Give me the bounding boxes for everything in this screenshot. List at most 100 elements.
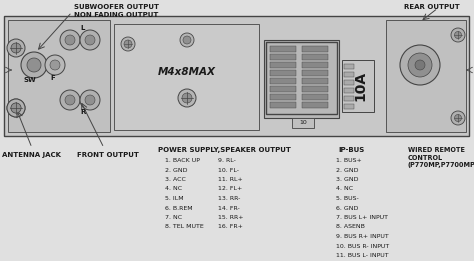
Circle shape: [80, 30, 100, 50]
Text: 7. NC: 7. NC: [165, 215, 182, 220]
Bar: [344, 80, 354, 85]
Text: 3. ACC: 3. ACC: [165, 177, 186, 182]
Bar: [302, 78, 328, 84]
Text: WIRED REMOTE
CONTROL
(P770MP,P7700MP): WIRED REMOTE CONTROL (P770MP,P7700MP): [408, 147, 474, 168]
Circle shape: [11, 103, 21, 113]
Bar: [264, 40, 339, 118]
Text: REAR OUTPUT: REAR OUTPUT: [404, 4, 460, 10]
Circle shape: [400, 45, 440, 85]
Circle shape: [124, 40, 132, 48]
Bar: [302, 86, 328, 92]
Text: POWER SUPPLY,SPEAKER OUTPUT: POWER SUPPLY,SPEAKER OUTPUT: [157, 147, 291, 153]
Bar: [270, 54, 296, 60]
Circle shape: [7, 39, 25, 57]
Text: 15. RR+: 15. RR+: [218, 215, 244, 220]
Text: 1. BUS+: 1. BUS+: [336, 158, 362, 163]
Bar: [270, 86, 296, 92]
Circle shape: [182, 93, 192, 103]
Bar: [292, 118, 314, 128]
Text: 2. GND: 2. GND: [336, 168, 358, 173]
Bar: [302, 62, 328, 68]
Text: 4. NC: 4. NC: [336, 187, 353, 192]
Text: 10A: 10A: [353, 71, 367, 101]
Text: 10. FL-: 10. FL-: [218, 168, 239, 173]
Bar: [302, 54, 328, 60]
Text: 9. RL-: 9. RL-: [218, 158, 236, 163]
Circle shape: [65, 95, 75, 105]
Circle shape: [7, 99, 25, 117]
Circle shape: [85, 35, 95, 45]
Circle shape: [65, 35, 75, 45]
Circle shape: [121, 37, 135, 51]
Text: 16. FR+: 16. FR+: [218, 224, 243, 229]
Text: 12. FL+: 12. FL+: [218, 187, 242, 192]
Circle shape: [80, 90, 100, 110]
Circle shape: [85, 95, 95, 105]
Text: 11. RL+: 11. RL+: [218, 177, 243, 182]
Circle shape: [451, 28, 465, 42]
Text: R: R: [80, 109, 86, 115]
Text: SUBWOOFER OUTPUT
NON FADING OUTPUT: SUBWOOFER OUTPUT NON FADING OUTPUT: [74, 4, 159, 18]
Text: 4. NC: 4. NC: [165, 187, 182, 192]
Bar: [270, 70, 296, 76]
Bar: [270, 94, 296, 100]
Circle shape: [60, 30, 80, 50]
Circle shape: [50, 60, 60, 70]
Text: 13. RR-: 13. RR-: [218, 196, 240, 201]
Circle shape: [455, 32, 462, 39]
Circle shape: [11, 103, 21, 113]
Circle shape: [415, 60, 425, 70]
Bar: [8, 20, 110, 132]
Circle shape: [408, 53, 432, 77]
Bar: [302, 46, 328, 52]
Text: 11. BUS L- INPUT: 11. BUS L- INPUT: [336, 253, 389, 258]
Text: 10: 10: [299, 121, 307, 126]
Bar: [270, 78, 296, 84]
Bar: [302, 94, 328, 100]
Circle shape: [178, 89, 196, 107]
Text: 10. BUS R- INPUT: 10. BUS R- INPUT: [336, 244, 389, 248]
Circle shape: [11, 43, 21, 53]
Bar: [344, 96, 354, 101]
Text: SW: SW: [24, 77, 36, 83]
Text: 6. B.REM: 6. B.REM: [165, 205, 192, 211]
Circle shape: [45, 55, 65, 75]
Text: 1. BACK UP: 1. BACK UP: [165, 158, 200, 163]
Text: 5. BUS-: 5. BUS-: [336, 196, 359, 201]
Bar: [344, 88, 354, 93]
Text: FRONT OUTPUT: FRONT OUTPUT: [77, 152, 139, 158]
Bar: [386, 20, 466, 132]
Text: 6. GND: 6. GND: [336, 205, 358, 211]
Text: 8. TEL MUTE: 8. TEL MUTE: [165, 224, 204, 229]
Circle shape: [60, 90, 80, 110]
Text: 7. BUS L+ INPUT: 7. BUS L+ INPUT: [336, 215, 388, 220]
Text: IP-BUS: IP-BUS: [339, 147, 365, 153]
Bar: [4, 16, 469, 136]
Text: 9. BUS R+ INPUT: 9. BUS R+ INPUT: [336, 234, 389, 239]
Bar: [114, 24, 259, 130]
Text: L: L: [81, 25, 85, 31]
Text: 2. GND: 2. GND: [165, 168, 188, 173]
Circle shape: [455, 115, 462, 122]
Bar: [344, 64, 354, 69]
Bar: [344, 104, 354, 109]
Text: F: F: [51, 75, 55, 81]
Bar: [270, 62, 296, 68]
Bar: [270, 46, 296, 52]
Text: ANTENNA JACK: ANTENNA JACK: [2, 152, 62, 158]
Bar: [270, 102, 296, 108]
Text: 8. ASENB: 8. ASENB: [336, 224, 365, 229]
Text: 5. ILM: 5. ILM: [165, 196, 183, 201]
Bar: [302, 102, 328, 108]
Text: 14. FR-: 14. FR-: [218, 205, 240, 211]
Bar: [344, 72, 354, 77]
Text: M4x8MAX: M4x8MAX: [158, 67, 216, 77]
Bar: [302, 70, 328, 76]
Circle shape: [183, 36, 191, 44]
Circle shape: [7, 99, 25, 117]
Bar: [342, 60, 374, 112]
Text: 3. GND: 3. GND: [336, 177, 358, 182]
Circle shape: [27, 58, 41, 72]
Circle shape: [21, 52, 47, 78]
Circle shape: [180, 33, 194, 47]
